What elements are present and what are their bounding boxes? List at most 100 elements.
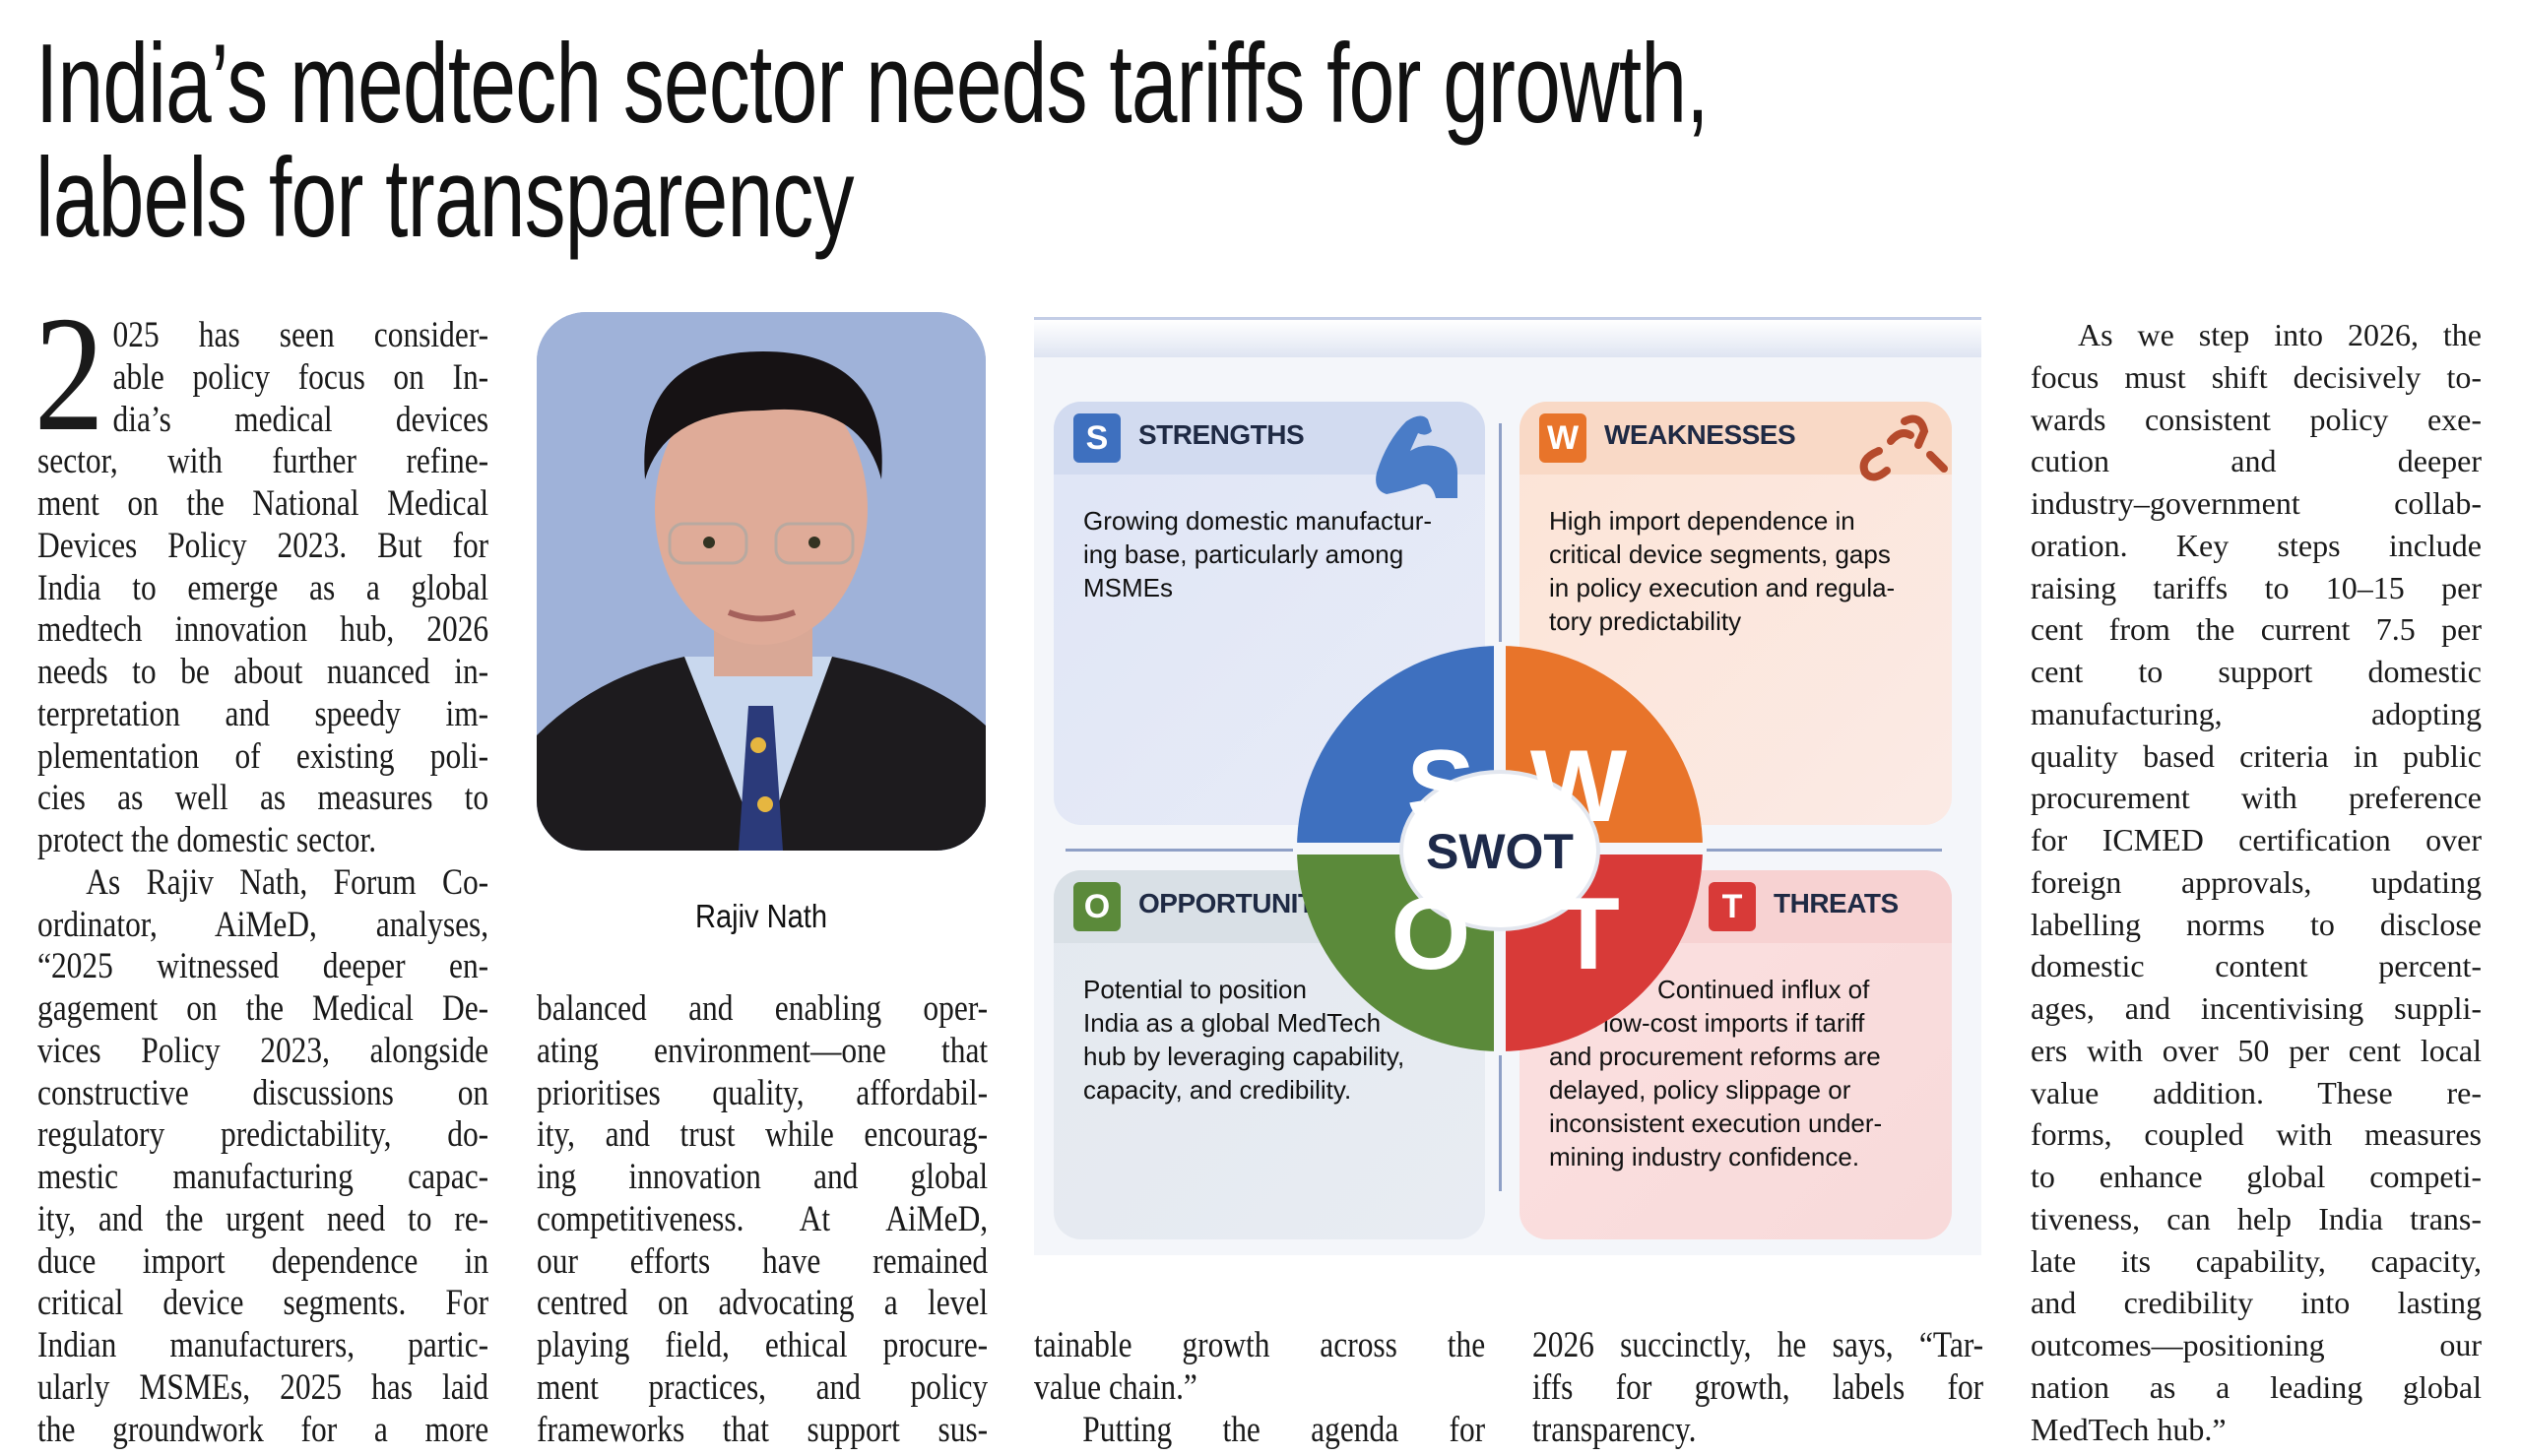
threats-text-line: and procurement reforms are (1549, 1042, 1881, 1071)
text-line: the groundwork for a more (37, 1409, 489, 1450)
swot-infographic: S STRENGTHS Growing domestic manufactur-… (1034, 317, 1981, 1255)
strengths-text-line: MSMEs (1083, 573, 1173, 602)
portrait-illustration (537, 312, 986, 851)
text-line: cies as well as measures to (37, 778, 489, 819)
wheel-letter-t: T (1557, 877, 1620, 991)
text-line: cent from the current 7.5 per (2031, 611, 2482, 648)
text-line: protect the domestic sector. (37, 820, 377, 860)
text-line: nation as a leading global (2031, 1368, 2482, 1405)
text-line: ment practices, and policy (537, 1366, 989, 1408)
text-line: manufacturing, adopting (2031, 695, 2482, 731)
threats-text-line: inconsistent execution under- (1549, 1108, 1883, 1138)
wheel-letter-o: O (1391, 877, 1471, 991)
text-line: needs to be about nuanced in- (37, 652, 489, 692)
text-line: tainable growth across the (1034, 1325, 1486, 1365)
text-line: foreign approvals, updating (2031, 863, 2482, 900)
text-line: balanced and enabling oper- (537, 988, 989, 1029)
text-line: MedTech hub.” (2031, 1411, 2227, 1447)
threats-text-line: Continued influx of (1657, 975, 1870, 1004)
threats-text-line: delayed, policy slippage or (1549, 1075, 1851, 1105)
weaknesses-text-line: critical device segments, gaps (1549, 539, 1891, 569)
text-line: forms, coupled with measures (2031, 1116, 2482, 1153)
text-line: value chain.” (1034, 1366, 1197, 1408)
text-line: industry–government collab- (2031, 485, 2482, 521)
text-line: for ICMED certification over (2031, 822, 2482, 857)
weaknesses-title: WEAKNESSES (1604, 419, 1796, 450)
swot-top-bar (1034, 317, 1981, 357)
photo-caption: Rajiv Nath (695, 898, 827, 934)
text-line: procurement with preference (2031, 780, 2482, 816)
text-line: focus must shift decisively to- (2031, 358, 2482, 395)
text-line: ordinator, AiMeD, analyses, (37, 904, 489, 945)
strengths-text: Growing domestic manufactur-ing base, pa… (1083, 504, 1432, 604)
text-line: sector, with further refine- (37, 441, 489, 482)
text-line: plementation of existing poli- (37, 735, 489, 777)
opportunities-text: Potential to position India as a global M… (1083, 973, 1404, 1107)
text-line: transparency. (1532, 1409, 1697, 1450)
threats-text: Continued influx of low-cost imports if t… (1549, 973, 1882, 1173)
text-line: tiveness, can help India trans- (2031, 1200, 2482, 1236)
threats-text-line: low-cost imports if tariff (1603, 1008, 1865, 1038)
text-line: ating environment—one that (537, 1030, 989, 1071)
wheel-letter-w: W (1530, 729, 1628, 844)
text-line: and credibility into lasting (2031, 1285, 2482, 1321)
text-line: vices Policy 2023, alongside (37, 1030, 489, 1071)
threats-title: THREATS (1774, 888, 1899, 918)
text-line: 2026 succinctly, he says, “Tar- (1532, 1325, 1984, 1365)
text-line: our efforts have remained (537, 1240, 989, 1282)
text-line: ers with over 50 per cent local (2031, 1032, 2482, 1068)
weaknesses-text-line: tory predictability (1549, 606, 1742, 636)
text-line: “2025 witnessed deeper en- (37, 946, 489, 987)
threats-badge: T (1709, 882, 1756, 931)
opportunities-badge: O (1073, 882, 1121, 931)
flexed-bicep-icon (1376, 415, 1457, 498)
author-photo (537, 312, 986, 851)
swot-center-label: SWOT (1426, 824, 1574, 879)
wheel-letter-s: S (1406, 729, 1474, 844)
text-line: raising tariffs to 10–15 per (2031, 569, 2482, 605)
text-line: critical device segments. For (37, 1283, 489, 1324)
headline: India’s medtech sector needs tariffs for… (35, 28, 1990, 256)
text-line: ing innovation and global (537, 1157, 989, 1197)
text-line: ity, and the urgent need to re- (37, 1198, 489, 1239)
text-line: frameworks that support sus- (537, 1409, 989, 1450)
weaknesses-text-line: High import dependence in (1549, 506, 1855, 536)
text-line: ity, and trust while encourag- (537, 1114, 989, 1156)
text-line: value addition. These re- (2031, 1074, 2482, 1110)
text-line: wards consistent policy exe- (2031, 401, 2482, 437)
text-line: Putting the agenda for (1082, 1409, 1486, 1450)
text-line: to enhance global competi- (2031, 1159, 2482, 1194)
text-line: ment on the National Medical (37, 483, 489, 524)
text-line: 025 has seen consider- (112, 315, 489, 355)
text-line: quality based criteria in public (2031, 737, 2482, 774)
text-line: cution and deeper (2031, 443, 2482, 479)
broken-chain-icon (1859, 414, 1948, 481)
text-line: As we step into 2026, the (2078, 317, 2482, 352)
drop-cap: 2 (33, 283, 104, 466)
text-line: centred on advocating a level (537, 1283, 989, 1324)
text-line: ages, and incentivising suppli- (2031, 990, 2482, 1026)
text-line: late its capability, capacity, (2031, 1242, 2482, 1279)
text-line: labelling norms to disclose (2031, 906, 2482, 942)
text-line: competitiveness. At AiMeD, (537, 1198, 989, 1239)
opportunities-text-line: hub by leveraging capability, (1083, 1042, 1405, 1071)
opportunities-text-line: India as a global MedTech (1083, 1008, 1382, 1038)
threats-text-line: mining industry confidence. (1549, 1142, 1860, 1171)
headline-line-2: labels for transparency (35, 136, 854, 261)
headline-line-1: India’s medtech sector needs tariffs for… (35, 22, 1710, 147)
text-line: terpretation and speedy im- (37, 693, 489, 734)
text-line: regulatory predictability, do- (37, 1114, 489, 1156)
weaknesses-text: High import dependence in critical device… (1549, 504, 1895, 638)
text-line: dia’s medical devices (112, 399, 489, 440)
text-line: domestic content percent- (2031, 948, 2482, 984)
swot-wheel: S W O T SWOT (1293, 642, 1707, 1055)
text-line: able policy focus on In- (112, 356, 489, 398)
text-line: ularly MSMEs, 2025 has laid (37, 1366, 489, 1408)
text-line: mestic manufacturing capac- (37, 1157, 489, 1197)
text-line: oration. Key steps include (2031, 527, 2482, 563)
text-line: Devices Policy 2023. But for (37, 525, 489, 566)
text-line: As Rajiv Nath, Forum Co- (86, 861, 489, 903)
strengths-title: STRENGTHS (1138, 419, 1305, 450)
text-line: playing field, ethical procure- (537, 1325, 989, 1365)
strengths-badge: S (1073, 413, 1121, 463)
